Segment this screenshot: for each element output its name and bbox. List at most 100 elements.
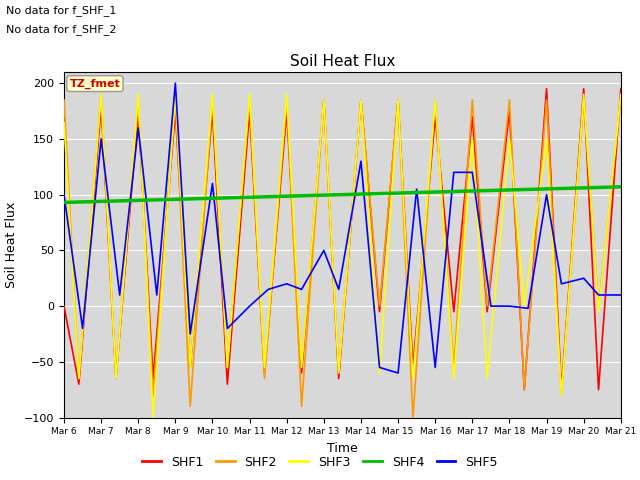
SHF1 (376, 309, 383, 314)
SHF5 (134, 125, 142, 131)
SHF2 (112, 376, 120, 382)
SHF3 (246, 91, 253, 97)
SHF1 (557, 387, 565, 393)
SHF5 (617, 292, 625, 298)
SHF5 (153, 292, 161, 298)
SHF5 (223, 325, 231, 331)
Legend: SHF1, SHF2, SHF3, SHF4, SHF5: SHF1, SHF2, SHF3, SHF4, SHF5 (137, 451, 503, 474)
SHF2 (468, 97, 476, 103)
SHF3 (468, 136, 476, 142)
SHF5 (468, 169, 476, 175)
SHF5 (335, 287, 342, 292)
SHF1 (223, 381, 231, 387)
SHF2 (431, 97, 439, 103)
SHF2 (246, 97, 253, 103)
SHF3 (134, 91, 142, 97)
SHF2 (394, 97, 402, 103)
SHF1 (60, 303, 68, 309)
SHF2 (149, 393, 157, 398)
SHF3 (357, 97, 365, 103)
SHF1 (172, 108, 179, 114)
SHF5 (320, 248, 328, 253)
SHF1 (580, 86, 588, 92)
SHF2 (172, 97, 179, 103)
SHF2 (450, 364, 458, 370)
SHF1 (617, 86, 625, 92)
SHF2 (260, 376, 268, 382)
SHF3 (60, 120, 68, 125)
SHF3 (543, 136, 550, 142)
SHF3 (149, 415, 157, 420)
SHF2 (209, 97, 216, 103)
SHF5 (116, 292, 124, 298)
SHF5 (79, 325, 86, 331)
SHF2 (335, 370, 342, 376)
SHF3 (483, 376, 491, 382)
SHF1 (335, 376, 342, 382)
SHF3 (394, 97, 402, 103)
SHF5 (557, 281, 565, 287)
SHF1 (260, 370, 268, 376)
SHF2 (60, 97, 68, 103)
SHF5 (487, 303, 495, 309)
Title: Soil Heat Flux: Soil Heat Flux (290, 54, 395, 70)
SHF2 (617, 97, 625, 103)
SHF1 (75, 381, 83, 387)
SHF3 (506, 136, 513, 142)
SHF3 (186, 364, 194, 370)
Line: SHF3: SHF3 (64, 94, 621, 418)
SHF3 (557, 393, 565, 398)
Line: SHF5: SHF5 (64, 83, 621, 373)
SHF1 (149, 376, 157, 382)
SHF5 (186, 331, 194, 337)
SHF2 (75, 376, 83, 382)
SHF5 (580, 276, 588, 281)
SHF5 (413, 186, 420, 192)
SHF1 (357, 97, 365, 103)
SHF1 (134, 108, 142, 114)
Text: TZ_fmet: TZ_fmet (70, 79, 120, 89)
SHF3 (595, 309, 602, 314)
SHF5 (60, 192, 68, 197)
SHF3 (520, 303, 528, 309)
SHF5 (376, 364, 383, 370)
SHF2 (320, 97, 328, 103)
SHF3 (75, 376, 83, 382)
SHF2 (543, 97, 550, 103)
SHF1 (595, 387, 602, 393)
SHF5 (394, 370, 402, 376)
Y-axis label: Soil Heat Flux: Soil Heat Flux (5, 202, 19, 288)
SHF5 (298, 287, 305, 292)
SHF3 (320, 97, 328, 103)
SHF5 (450, 169, 458, 175)
SHF1 (298, 370, 305, 376)
SHF1 (409, 364, 417, 370)
SHF3 (409, 376, 417, 382)
SHF1 (320, 97, 328, 103)
SHF5 (246, 303, 253, 309)
X-axis label: Time: Time (327, 442, 358, 455)
SHF1 (431, 114, 439, 120)
SHF3 (260, 364, 268, 370)
SHF2 (97, 91, 105, 97)
SHF1 (506, 108, 513, 114)
SHF2 (506, 97, 513, 103)
SHF3 (97, 91, 105, 97)
SHF1 (543, 86, 550, 92)
SHF5 (595, 292, 602, 298)
Line: SHF1: SHF1 (64, 89, 621, 390)
SHF2 (580, 97, 588, 103)
SHF2 (483, 303, 491, 309)
SHF2 (595, 305, 602, 311)
SHF2 (298, 404, 305, 409)
SHF2 (134, 97, 142, 103)
SHF3 (209, 91, 216, 97)
SHF5 (209, 180, 216, 186)
SHF3 (223, 364, 231, 370)
SHF3 (580, 91, 588, 97)
SHF1 (483, 309, 491, 314)
SHF3 (283, 91, 291, 97)
SHF3 (298, 364, 305, 370)
SHF5 (97, 136, 105, 142)
SHF5 (264, 287, 272, 292)
